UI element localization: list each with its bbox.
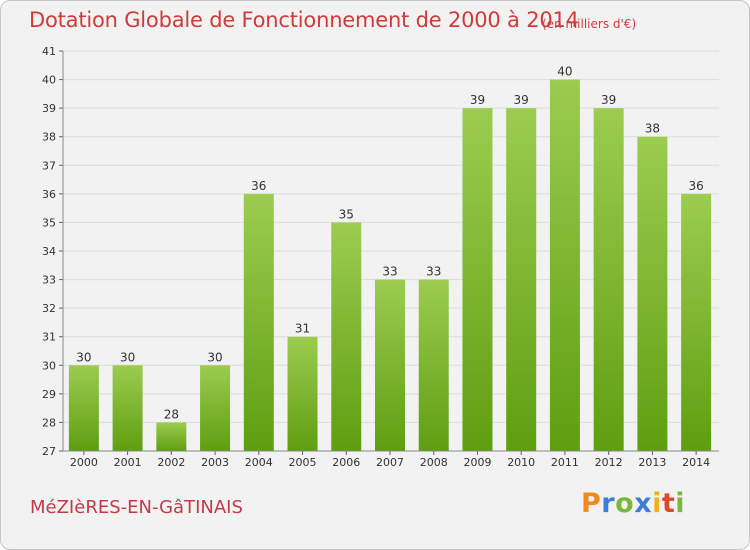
x-tick-label: 2008 — [420, 456, 448, 469]
y-tick-label: 31 — [42, 331, 56, 344]
logo-letter: i — [675, 488, 686, 519]
bar — [243, 193, 274, 451]
bar — [418, 279, 449, 451]
bar — [506, 108, 537, 452]
chart-title: Dotation Globale de Fonctionnement de 20… — [29, 8, 579, 32]
logo-letter: x — [634, 488, 653, 519]
bar — [593, 108, 624, 452]
data-label: 33 — [382, 265, 397, 279]
data-label: 31 — [295, 322, 310, 336]
axes: 27 28 29 30 31 32 33 34 35 36 37 38 39 40 41 2000 2001 20… — [42, 45, 719, 469]
x-tick-label: 2009 — [463, 456, 491, 469]
data-label: 30 — [120, 350, 135, 364]
logo-letter: t — [661, 488, 676, 519]
x-tick-label: 2012 — [595, 456, 623, 469]
bar — [156, 422, 187, 451]
x-tick-label: 2006 — [332, 456, 360, 469]
y-tick-label: 38 — [42, 131, 56, 144]
x-tick-label: 2004 — [245, 456, 273, 469]
bar — [68, 365, 99, 451]
y-tick-label: 29 — [42, 388, 56, 401]
data-label: 39 — [470, 93, 485, 107]
x-tick-label: 2005 — [289, 456, 317, 469]
logo-letter: P — [581, 488, 602, 519]
x-tick-label: 2001 — [114, 456, 142, 469]
bar — [200, 365, 231, 451]
bars — [68, 79, 712, 452]
bar — [375, 279, 405, 451]
x-tick-label: 2000 — [70, 456, 98, 469]
bar — [681, 193, 712, 451]
x-tick-label: 2013 — [638, 456, 666, 469]
y-tick-label: 33 — [42, 274, 56, 287]
x-tick-label: 2014 — [682, 456, 710, 469]
bar — [287, 336, 318, 451]
y-tick-label: 36 — [42, 188, 56, 201]
x-tick-label: 2011 — [551, 456, 579, 469]
data-label: 30 — [76, 350, 91, 364]
bar — [462, 108, 493, 452]
y-tick-label: 27 — [42, 445, 56, 458]
data-label: 40 — [557, 65, 572, 79]
data-labels: 30 30 28 30 36 31 35 33 33 39 39 40 39 38 36 — [76, 65, 704, 422]
bar — [112, 365, 143, 451]
y-tick-label: 39 — [42, 102, 56, 115]
x-tick-label: 2010 — [507, 456, 535, 469]
commune-name: MéZIèRES-EN-GâTINAIS — [30, 497, 243, 518]
data-label: 33 — [426, 265, 441, 279]
y-tick-label: 32 — [42, 302, 56, 315]
y-tick-label: 34 — [42, 245, 56, 258]
data-label: 30 — [207, 350, 222, 364]
proxiti-logo[interactable]: Proxiti — [581, 488, 685, 519]
logo-letter: i — [652, 488, 662, 519]
y-tick-label: 28 — [42, 416, 56, 429]
logo-letter: r — [601, 488, 616, 519]
bar — [331, 222, 362, 451]
data-label: 36 — [251, 179, 266, 193]
bar — [637, 136, 668, 451]
data-label: 28 — [164, 407, 179, 421]
bar — [549, 79, 580, 452]
logo-letter: o — [615, 488, 635, 519]
data-label: 35 — [339, 207, 354, 221]
data-label: 36 — [688, 179, 703, 193]
y-tick-label: 40 — [42, 74, 56, 87]
x-tick-label: 2002 — [157, 456, 185, 469]
data-label: 38 — [645, 122, 660, 136]
y-tick-label: 30 — [42, 359, 56, 372]
data-label: 39 — [601, 93, 616, 107]
y-tick-label: 41 — [42, 45, 56, 58]
y-tick-label: 37 — [42, 159, 56, 172]
x-tick-label: 2003 — [201, 456, 229, 469]
data-label: 39 — [514, 93, 529, 107]
y-tick-label: 35 — [42, 216, 56, 229]
x-tick-label: 2007 — [376, 456, 404, 469]
chart-subtitle: (en milliers d'€) — [542, 17, 637, 31]
